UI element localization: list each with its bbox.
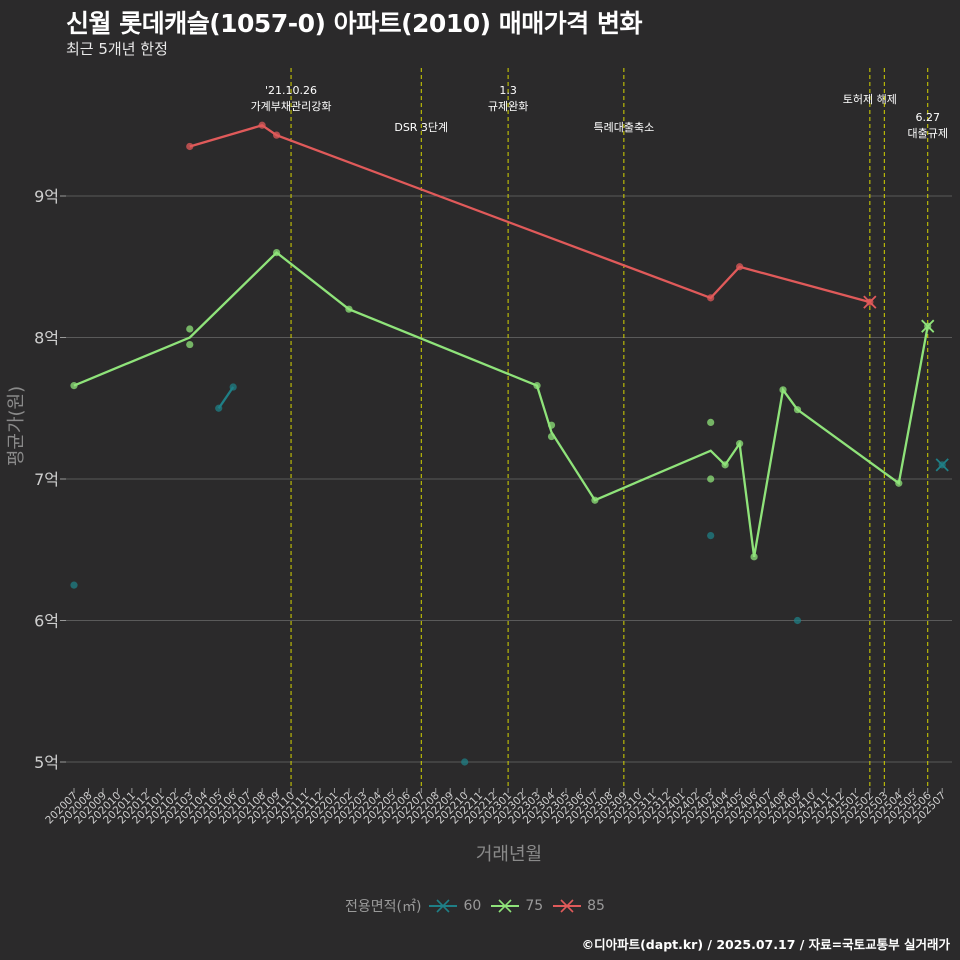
y-tick-label: 9억 <box>34 187 59 206</box>
legend-key-60-icon <box>429 899 458 913</box>
legend-label-60: 60 <box>463 898 482 914</box>
series-85-point <box>707 294 715 302</box>
event-label: 6.27 <box>915 111 940 124</box>
series-85-point <box>736 263 744 271</box>
legend-label-85: 85 <box>587 898 605 914</box>
series-75-point <box>793 406 802 414</box>
event-label: 토허제 해제 <box>843 92 897 106</box>
series-75-line <box>73 251 929 557</box>
legend-key-85-icon <box>553 899 582 913</box>
event-label: DSR 3단계 <box>394 121 448 134</box>
series-60-point <box>70 581 78 589</box>
legend-key-75-icon <box>491 899 520 913</box>
series-60-line <box>217 386 235 409</box>
y-tick-label: 7억 <box>34 470 59 489</box>
event-label: 가계부채관리강화 <box>251 100 332 113</box>
series-60-point <box>229 383 237 391</box>
series-85-point <box>272 131 281 139</box>
y-axis-title: 평균가(원) <box>6 386 27 466</box>
series-75-point <box>750 553 758 561</box>
series-75-point <box>895 479 903 487</box>
source-caption: ©디아파트(dapt.kr) / 2025.07.17 / 자료=국토교통부 실… <box>581 937 950 952</box>
series-60-point <box>793 616 802 625</box>
series-60-point <box>461 758 469 766</box>
series-75-last-marker <box>921 319 935 333</box>
legend-title: 전용면적(㎡) <box>345 899 422 915</box>
series-85-point <box>186 142 194 151</box>
legend-item-60: 60 <box>429 896 481 916</box>
event-label: '21.10.26 <box>265 84 317 97</box>
series-75-point <box>707 418 715 426</box>
event-label: 규제완화 <box>488 100 528 113</box>
series-75-point <box>591 496 599 504</box>
legend: 전용면적(㎡) 60 75 85 <box>0 896 960 916</box>
y-tick-label: 8억 <box>34 329 59 348</box>
series-75-point <box>272 249 281 257</box>
series-85-line <box>189 124 871 304</box>
series-75-point <box>70 382 78 390</box>
x-axis-title: 거래년월 <box>476 844 542 865</box>
series-75-point <box>186 325 194 333</box>
series-60-last-marker <box>935 458 949 472</box>
series-85-point <box>258 121 266 129</box>
event-label: 1.3 <box>499 84 517 97</box>
series-75-point <box>547 432 556 441</box>
series-60-point <box>707 532 715 540</box>
series-75-point <box>736 440 744 448</box>
series-75-point <box>707 475 715 483</box>
series-75-point <box>779 386 787 394</box>
series-75-point <box>186 340 194 349</box>
series-75-point <box>533 382 541 390</box>
series-85-last-marker <box>863 295 877 309</box>
series-75-point <box>721 461 729 469</box>
legend-label-75: 75 <box>525 898 544 914</box>
chart-title: 신월 롯데캐슬(1057-0) 아파트(2010) 매매가격 변화 <box>66 9 642 38</box>
series-75-point <box>345 305 353 313</box>
event-label: 대출규제 <box>907 127 947 140</box>
legend-item-75: 75 <box>491 896 543 916</box>
event-label: 특례대출축소 <box>593 121 654 134</box>
chart-subtitle: 최근 5개년 한정 <box>66 40 168 58</box>
legend-item-85: 85 <box>553 896 605 916</box>
series-60-point <box>215 404 223 412</box>
series-75-point <box>547 421 556 429</box>
y-tick-label: 5억 <box>34 753 59 772</box>
y-tick-label: 6억 <box>34 612 59 631</box>
